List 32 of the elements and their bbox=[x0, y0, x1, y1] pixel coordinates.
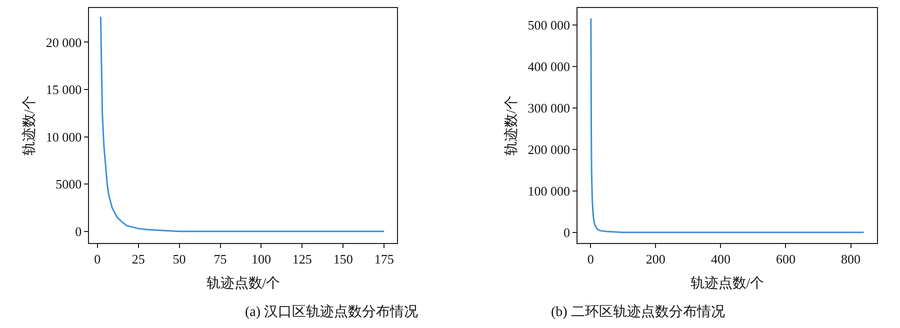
x-tick-label: 125 bbox=[292, 251, 312, 266]
y-axis-title: 轨迹数/个 bbox=[21, 96, 38, 156]
x-tick-label: 175 bbox=[374, 251, 394, 266]
x-tick-label: 0 bbox=[587, 251, 594, 266]
y-tick-label: 500 000 bbox=[528, 17, 570, 32]
x-axis-title: 轨迹点数/个 bbox=[690, 276, 764, 292]
x-tick-label: 0 bbox=[94, 251, 101, 266]
y-tick-label: 20 000 bbox=[46, 34, 82, 50]
y-tick-label: 10 000 bbox=[46, 129, 82, 144]
x-tick-label: 25 bbox=[132, 251, 145, 266]
x-tick-label: 400 bbox=[710, 251, 730, 266]
text: (b) 二环区轨迹点数分布情况 bbox=[551, 304, 725, 320]
y-tick-label: 5000 bbox=[56, 176, 82, 192]
x-tick-label: 150 bbox=[333, 251, 353, 266]
y-axis-title: 轨迹数/个 bbox=[503, 96, 520, 156]
text: (a) 汉口区轨迹点数分布情况 bbox=[245, 304, 418, 320]
y-tick-label: 0 bbox=[564, 224, 570, 240]
x-tick-label: 100 bbox=[251, 251, 271, 266]
y-tick-label: 300 000 bbox=[528, 100, 570, 116]
line-series bbox=[590, 18, 865, 234]
y-tick-label: 200 000 bbox=[528, 142, 570, 157]
y-tick-label: 100 000 bbox=[528, 183, 570, 198]
line-series bbox=[100, 16, 385, 232]
x-tick-label: 50 bbox=[172, 251, 186, 266]
y-tick-label: 15 000 bbox=[46, 82, 82, 98]
x-axis-title: 轨迹点数/个 bbox=[206, 276, 280, 292]
x-tick-label: 600 bbox=[776, 251, 796, 266]
y-tick-label: 400 000 bbox=[528, 58, 570, 74]
y-tick-label: 0 bbox=[75, 224, 82, 239]
x-tick-label: 800 bbox=[841, 251, 861, 266]
x-tick-label: 75 bbox=[214, 251, 227, 266]
x-tick-label: 200 bbox=[646, 251, 666, 266]
